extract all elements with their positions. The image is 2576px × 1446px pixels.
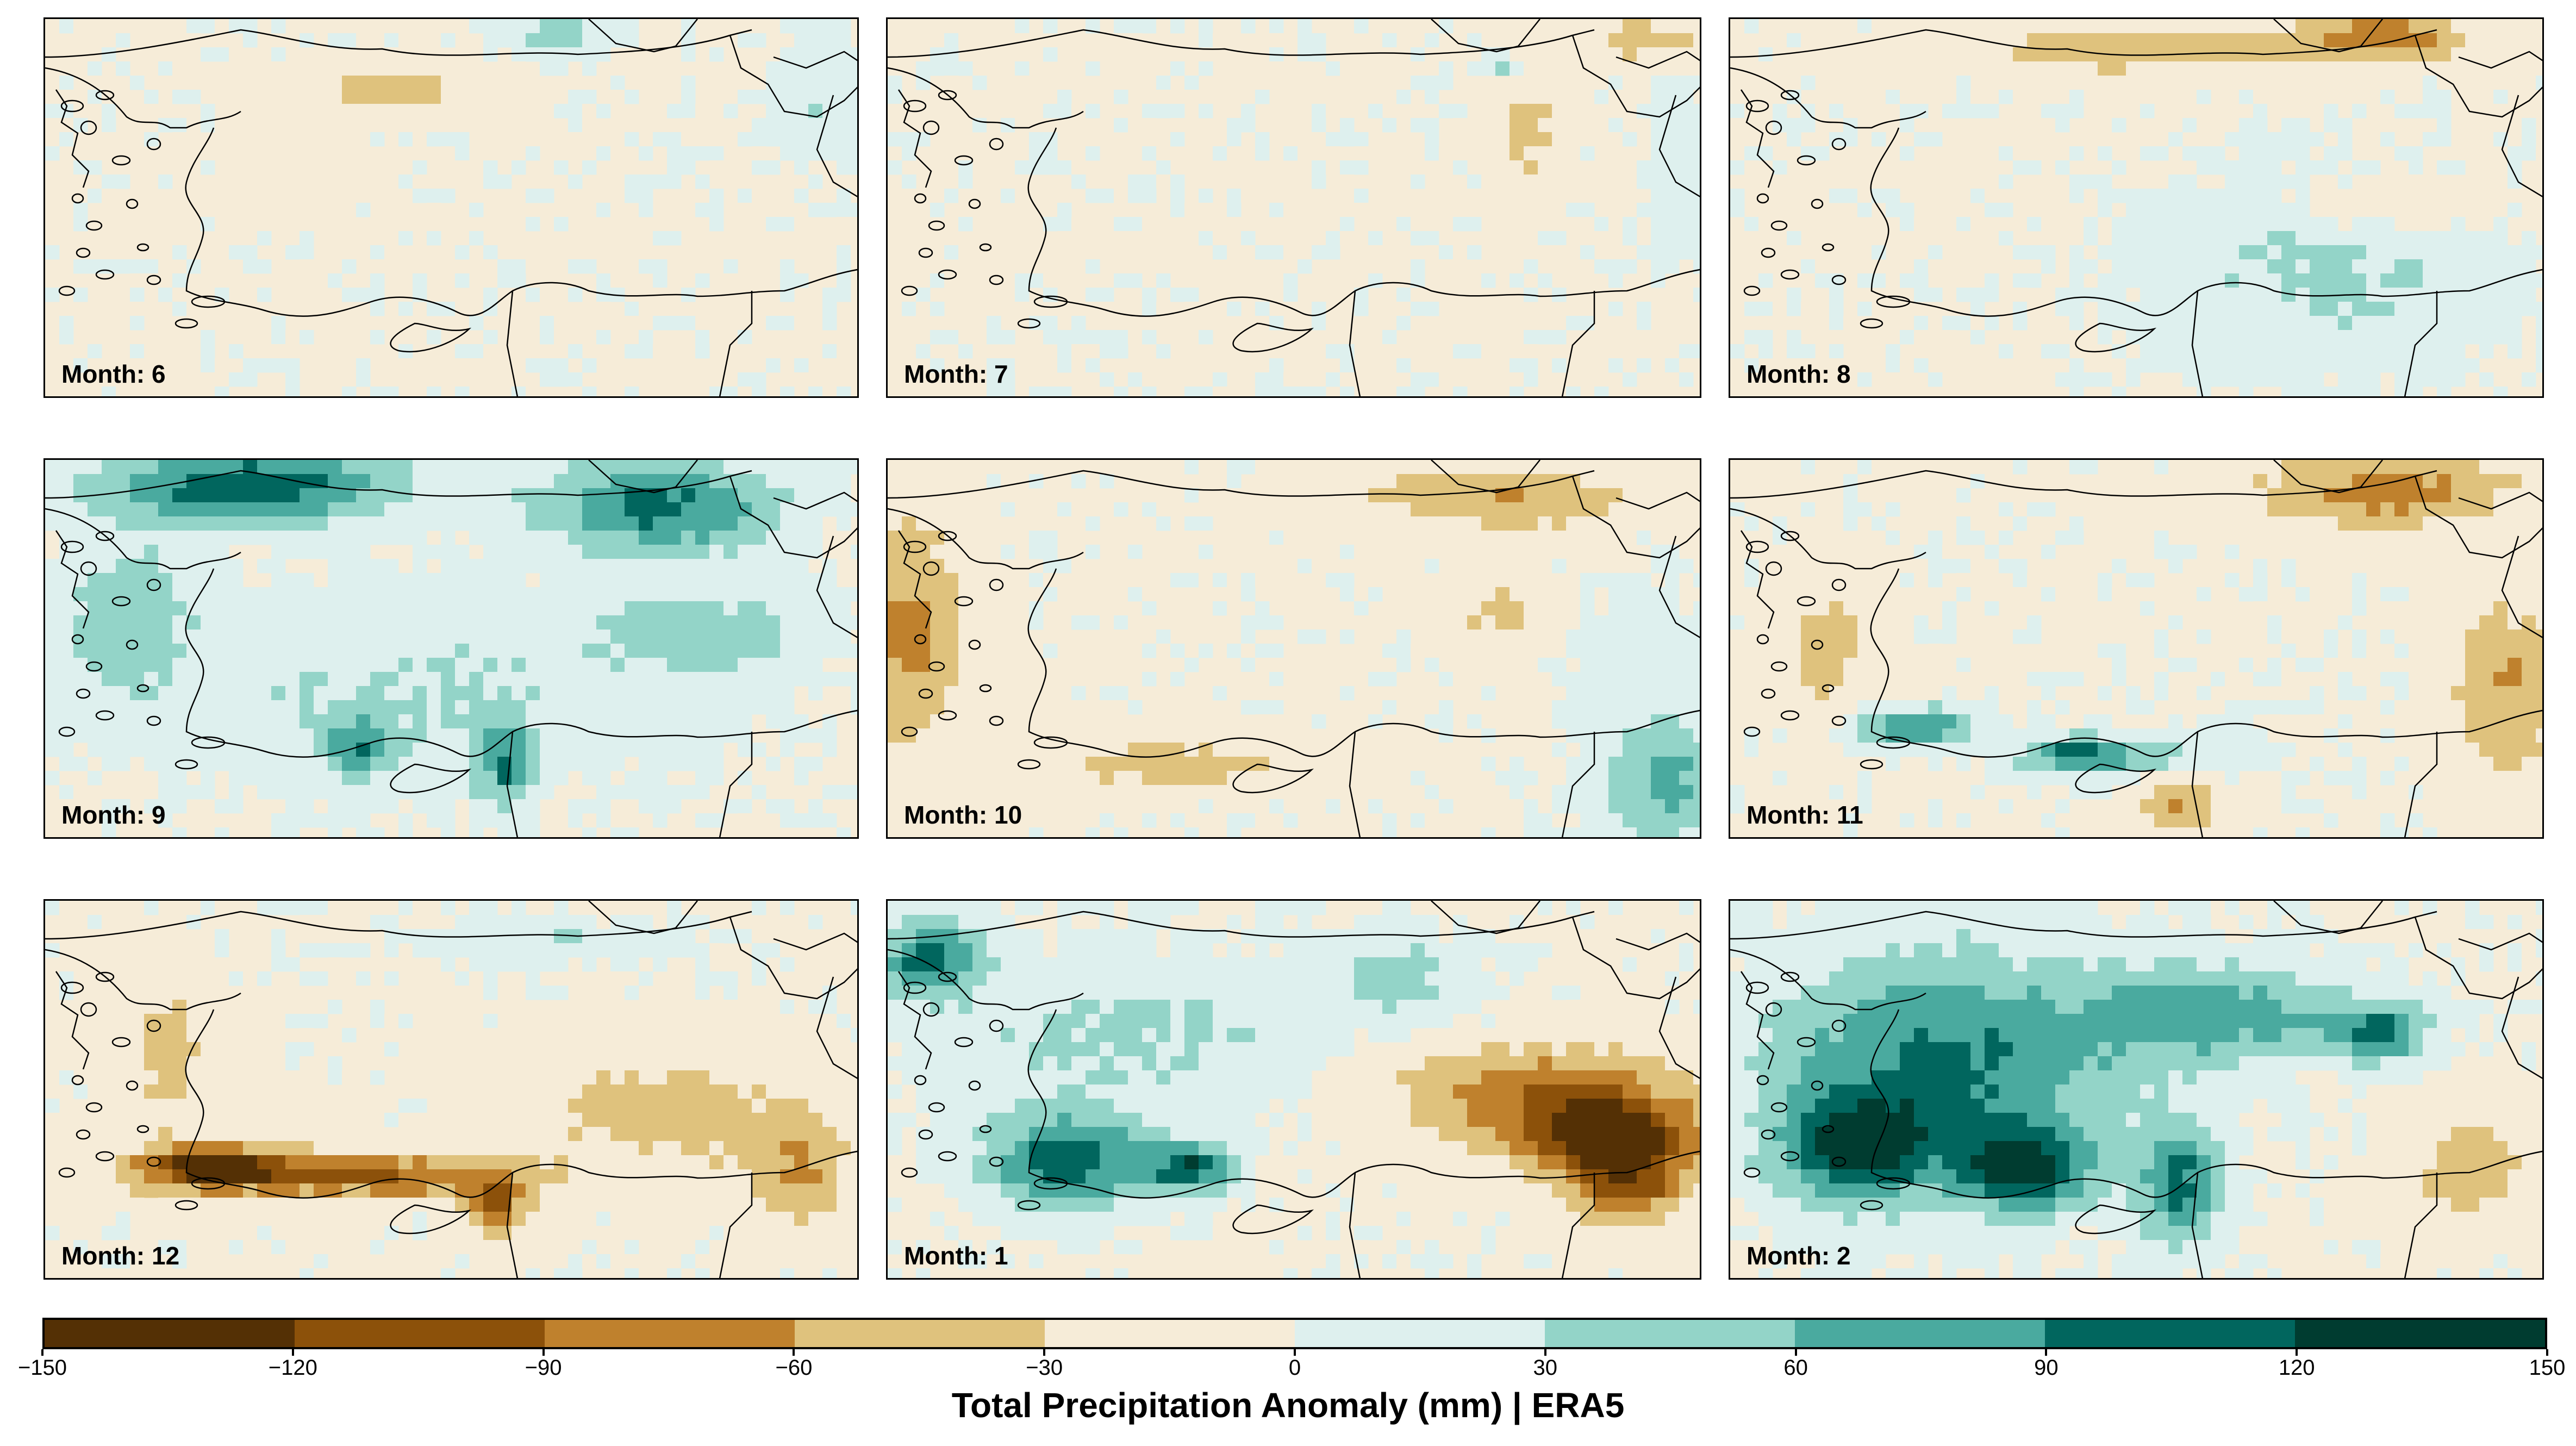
map-panel-5: Month: 10: [886, 458, 1701, 839]
colorbar-bin: [2045, 1320, 2295, 1347]
colorbar-tick-label: −150: [17, 1356, 67, 1380]
colorbar-bin: [545, 1320, 795, 1347]
anomaly-grid: [888, 901, 1700, 1278]
coastline-borders: [1730, 19, 2542, 396]
colorbar-tick-label: 90: [2034, 1356, 2059, 1380]
colorbar: [42, 1318, 2547, 1349]
colorbar-tick: [2546, 1349, 2548, 1356]
panel-month-label: Month: 11: [1747, 801, 1863, 829]
colorbar-tick-label: −120: [268, 1356, 317, 1380]
precipitation-anomaly-map: [888, 901, 1700, 1278]
coastline-borders: [888, 19, 1700, 396]
map-panel-8: Month: 1: [886, 899, 1701, 1280]
colorbar-tick-label: 150: [2529, 1356, 2566, 1380]
colorbar-tick: [2296, 1349, 2298, 1356]
colorbar-bin: [795, 1320, 1045, 1347]
colorbar-tick: [41, 1349, 43, 1356]
panel-month-label: Month: 1: [904, 1242, 1008, 1270]
map-panel-9: Month: 2: [1729, 899, 2544, 1280]
panel-month-label: Month: 8: [1747, 360, 1851, 388]
colorbar-bin: [1295, 1320, 1545, 1347]
colorbar-tick: [291, 1349, 294, 1356]
colorbar-bin: [2295, 1320, 2545, 1347]
map-panel-6: Month: 11: [1729, 458, 2544, 839]
anomaly-grid: [1730, 460, 2542, 837]
anomaly-grid: [888, 460, 1700, 837]
colorbar-tick: [1544, 1349, 1546, 1356]
panel-month-label: Month: 10: [904, 801, 1022, 829]
colorbar-tick-label: −60: [775, 1356, 813, 1380]
colorbar-bin: [1795, 1320, 2045, 1347]
panel-month-label: Month: 12: [61, 1242, 180, 1270]
colorbar-tick-label: −90: [525, 1356, 562, 1380]
coastline-borders: [888, 901, 1700, 1278]
map-panel-4: Month: 9: [43, 458, 859, 839]
anomaly-grid: [45, 460, 857, 837]
precipitation-anomaly-map: [45, 901, 857, 1278]
precipitation-anomaly-map: [45, 19, 857, 396]
anomaly-grid: [1730, 19, 2542, 396]
precipitation-anomaly-map: [888, 19, 1700, 396]
colorbar-bin: [295, 1320, 545, 1347]
panel-month-label: Month: 7: [904, 360, 1008, 388]
map-panel-3: Month: 8: [1729, 17, 2544, 398]
map-panel-7: Month: 12: [43, 899, 859, 1280]
colorbar-tick-label: 0: [1288, 1356, 1301, 1380]
precipitation-anomaly-map: [45, 460, 857, 837]
colorbar-tick-label: 60: [1783, 1356, 1808, 1380]
map-panel-2: Month: 7: [886, 17, 1701, 398]
panel-month-label: Month: 6: [61, 360, 166, 388]
colorbar-tick: [1294, 1349, 1296, 1356]
coastline-borders: [1730, 460, 2542, 837]
precipitation-anomaly-map: [1730, 460, 2542, 837]
coastline-borders: [45, 19, 857, 396]
coastline-borders: [888, 460, 1700, 837]
coastline-borders: [1730, 901, 2542, 1278]
colorbar-tick: [793, 1349, 795, 1356]
colorbar-tick-label: −30: [1026, 1356, 1063, 1380]
colorbar-bin: [45, 1320, 295, 1347]
map-panel-1: Month: 6: [43, 17, 859, 398]
panel-month-label: Month: 2: [1747, 1242, 1851, 1270]
colorbar-tick: [542, 1349, 545, 1356]
precipitation-anomaly-map: [888, 460, 1700, 837]
colorbar-bin: [1545, 1320, 1795, 1347]
precipitation-anomaly-map: [1730, 19, 2542, 396]
colorbar-tick-label: 30: [1533, 1356, 1558, 1380]
colorbar-tick: [1043, 1349, 1046, 1356]
anomaly-grid: [45, 901, 857, 1278]
colorbar-tick: [2045, 1349, 2048, 1356]
coastline-borders: [45, 901, 857, 1278]
colorbar-tick: [1794, 1349, 1797, 1356]
colorbar-title: Total Precipitation Anomaly (mm) | ERA5: [951, 1386, 1625, 1425]
colorbar-bin: [1045, 1320, 1295, 1347]
coastline-borders: [45, 460, 857, 837]
anomaly-grid: [888, 19, 1700, 396]
colorbar-tick-label: 120: [2278, 1356, 2315, 1380]
panel-month-label: Month: 9: [61, 801, 166, 829]
precipitation-anomaly-map: [1730, 901, 2542, 1278]
